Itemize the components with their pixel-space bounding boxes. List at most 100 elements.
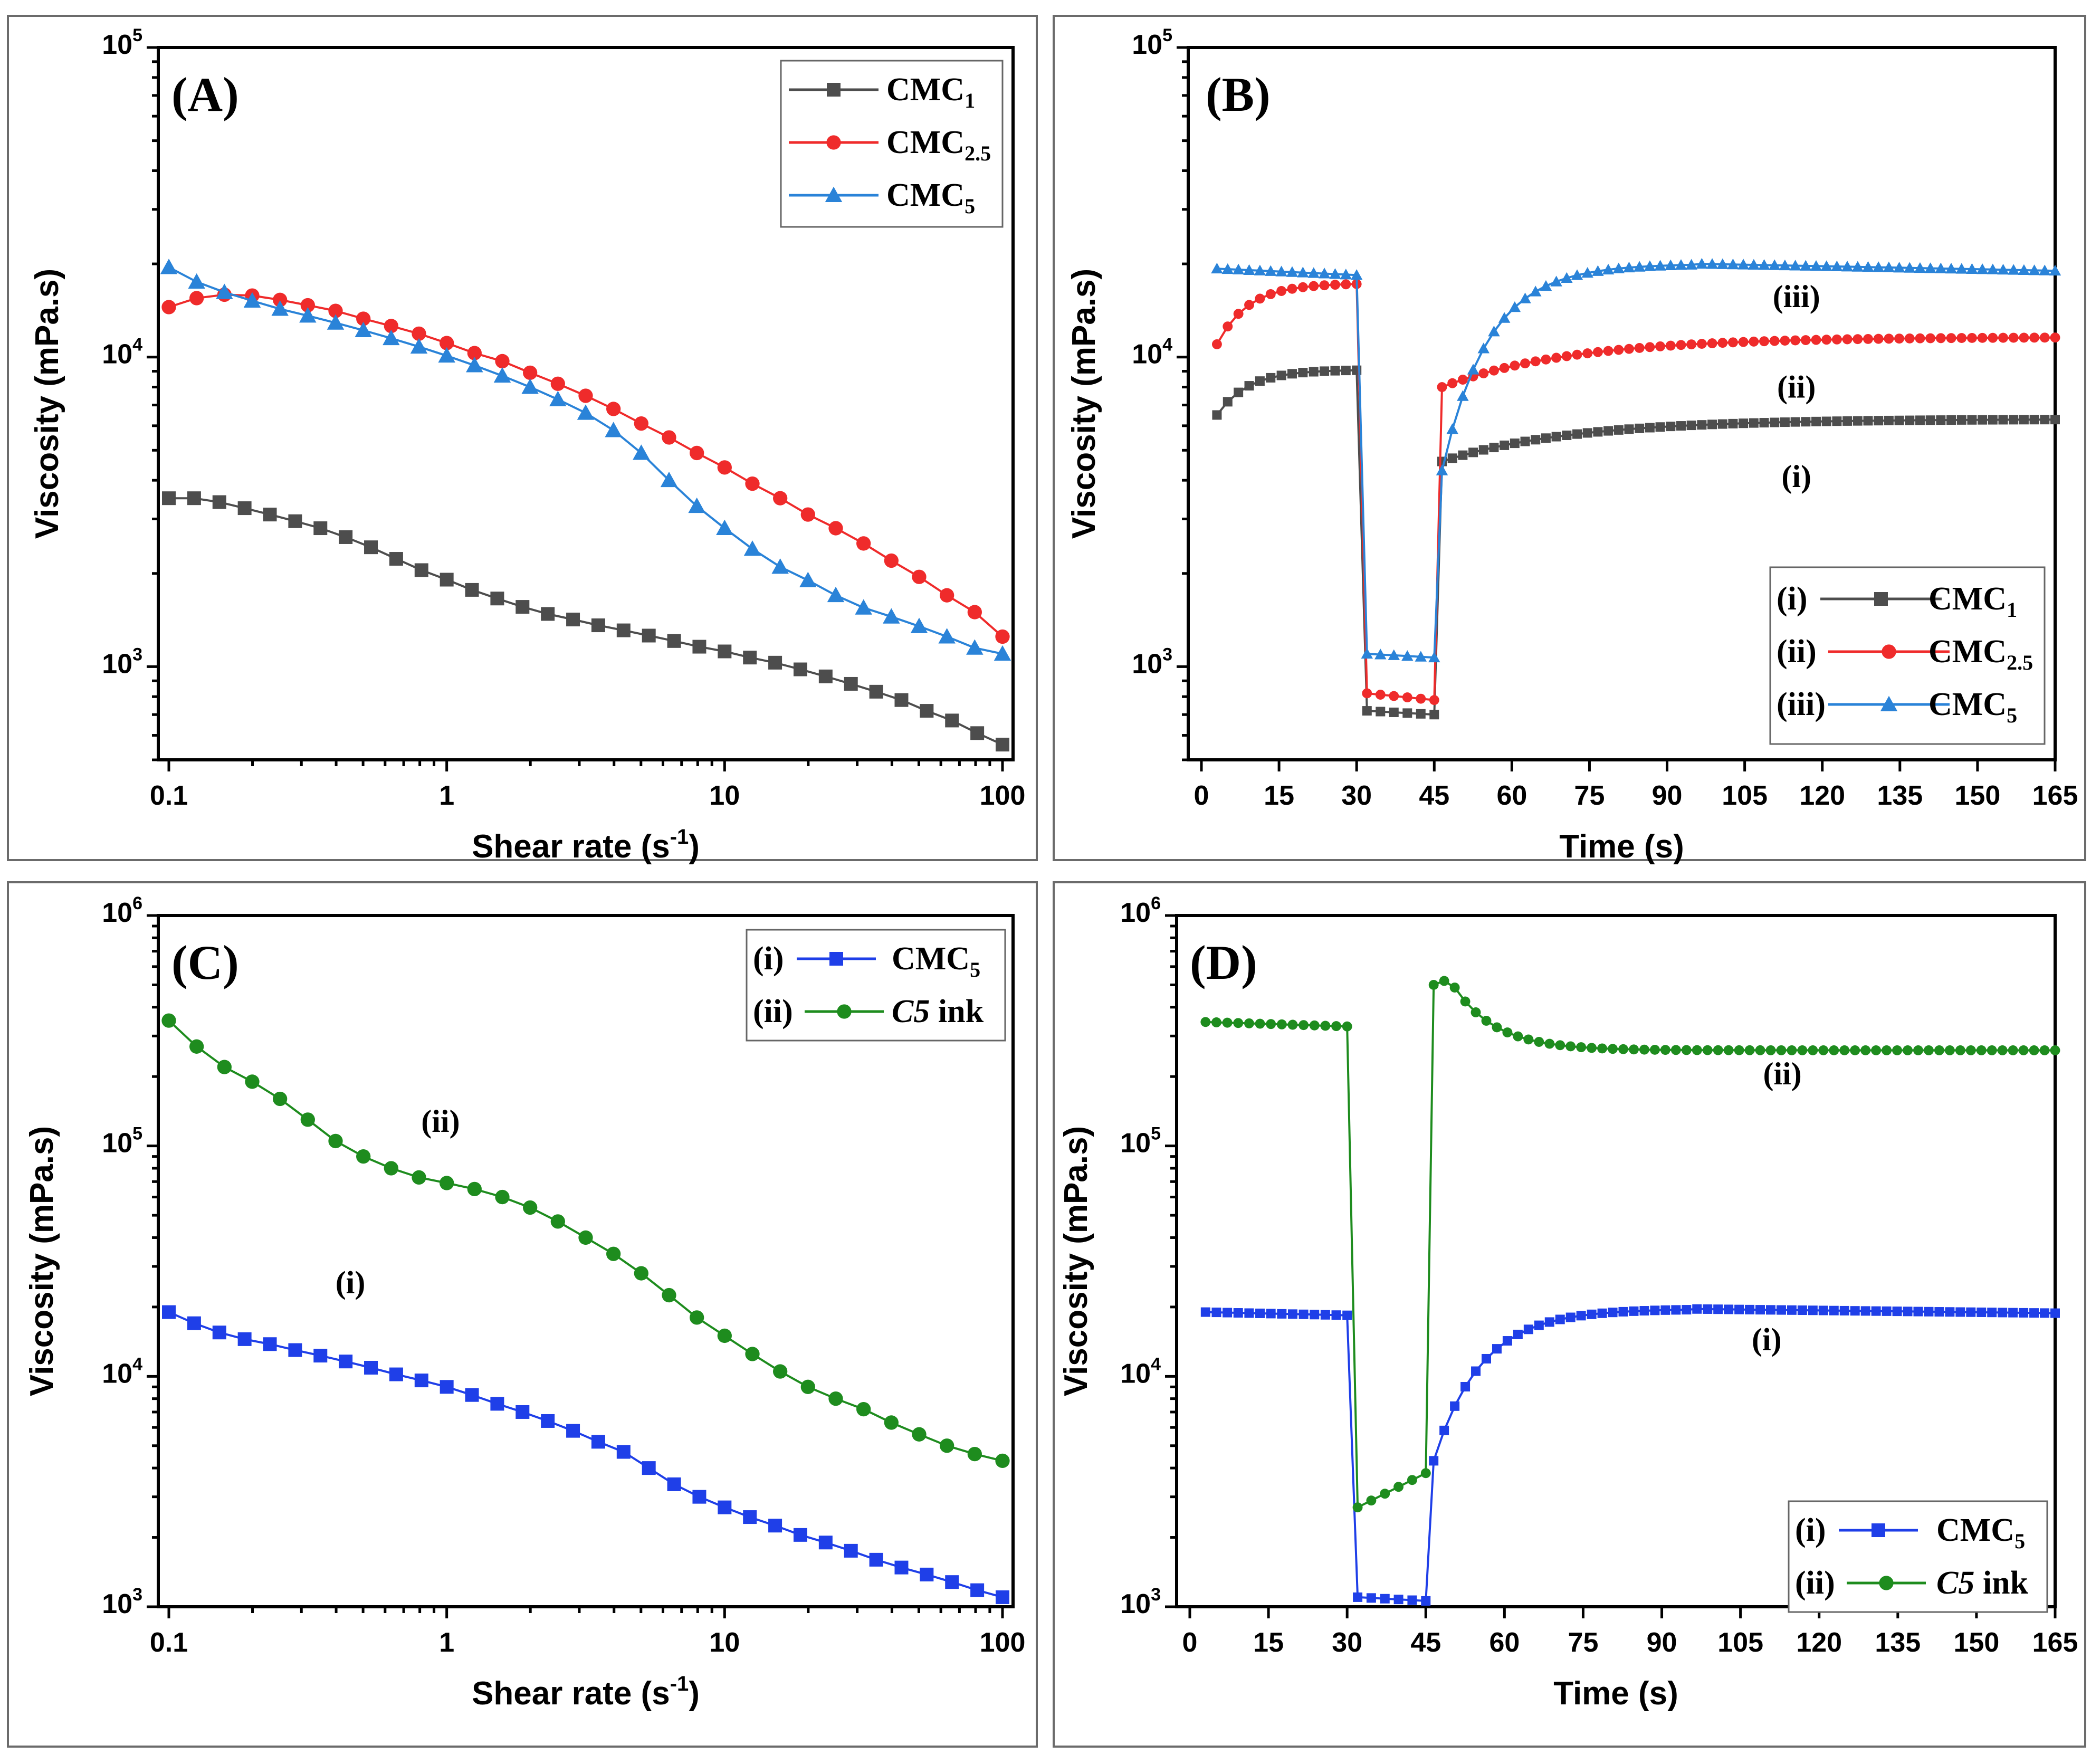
- data-point: [384, 319, 398, 333]
- data-point: [1310, 1310, 1320, 1320]
- data-point: [1850, 1306, 1860, 1316]
- data-point: [1551, 352, 1562, 363]
- legend-marker: [1882, 644, 1896, 659]
- data-point: [1544, 1038, 1555, 1049]
- x-tick-label: 75: [1568, 1627, 1599, 1658]
- data-point: [493, 367, 511, 383]
- data-point: [1437, 382, 1447, 393]
- data-point: [1211, 1308, 1221, 1318]
- data-point: [1851, 261, 1864, 272]
- data-point: [1829, 1305, 1839, 1315]
- data-point: [160, 259, 178, 274]
- data-point: [1467, 364, 1479, 375]
- x-tick-label: 30: [1332, 1627, 1362, 1658]
- data-point: [1820, 260, 1832, 271]
- data-point: [1946, 415, 1956, 425]
- data-point: [1402, 692, 1412, 703]
- data-point: [1675, 259, 1687, 270]
- series-D-1: (ii): [1200, 976, 2060, 1513]
- data-point: [745, 476, 760, 491]
- data-point: [1223, 321, 1233, 332]
- data-point: [1531, 435, 1541, 445]
- data-point: [1713, 1045, 1723, 1055]
- data-point: [844, 1543, 858, 1558]
- data-point: [1801, 417, 1811, 427]
- data-point: [1765, 1045, 1776, 1055]
- data-point: [1572, 349, 1582, 360]
- data-point: [1331, 1021, 1341, 1032]
- data-point: [1629, 1306, 1639, 1316]
- data-point: [339, 1355, 353, 1369]
- data-point: [1818, 1045, 1829, 1055]
- data-point: [1965, 1045, 1976, 1055]
- legend-roman: (ii): [1795, 1565, 1835, 1601]
- data-point: [1884, 415, 1894, 425]
- data-point: [1738, 337, 1749, 347]
- series-annotation: (iii): [1773, 279, 1820, 314]
- data-point: [1439, 976, 1449, 986]
- data-point: [1944, 1045, 1955, 1055]
- data-point: [162, 491, 176, 506]
- data-point: [940, 1438, 954, 1453]
- data-point: [1582, 348, 1593, 359]
- y-tick-label: 106: [102, 893, 142, 928]
- data-point: [828, 1391, 843, 1406]
- data-point: [414, 563, 428, 577]
- data-point: [1748, 259, 1760, 270]
- data-point: [869, 684, 883, 699]
- y-axis-title: Viscosity (mPa.s): [29, 269, 65, 539]
- data-point: [1613, 345, 1624, 355]
- data-point: [1244, 300, 1254, 310]
- data-point: [1749, 418, 1759, 428]
- data-point: [1447, 453, 1457, 463]
- data-point: [1439, 1425, 1449, 1435]
- data-point: [1460, 1381, 1471, 1391]
- legend-label: C5 ink: [1936, 1565, 2029, 1601]
- data-point: [440, 1176, 454, 1190]
- data-point: [212, 495, 226, 509]
- data-point: [1873, 333, 1884, 344]
- data-point: [945, 1575, 959, 1589]
- data-point: [591, 618, 605, 633]
- data-point: [2039, 332, 2050, 343]
- data-point: [793, 662, 807, 676]
- data-point: [1915, 333, 1925, 344]
- data-point: [1997, 263, 2009, 275]
- data-point: [237, 501, 252, 516]
- data-point: [1697, 420, 1707, 430]
- data-point: [1966, 263, 1978, 274]
- data-point: [1510, 438, 1520, 449]
- panel-label: (A): [171, 68, 239, 121]
- x-tick-label: 60: [1489, 1627, 1520, 1658]
- data-point: [2029, 332, 2040, 343]
- data-point: [920, 1567, 934, 1581]
- legend-marker: [825, 186, 843, 202]
- data-point: [616, 1445, 631, 1459]
- data-point: [690, 445, 704, 461]
- data-point: [355, 321, 372, 338]
- data-point: [1211, 1017, 1221, 1027]
- data-point: [300, 1112, 315, 1127]
- data-point: [1446, 423, 1458, 434]
- data-point: [1821, 416, 1831, 426]
- data-point: [967, 1446, 982, 1462]
- data-point: [1811, 335, 1821, 345]
- data-point: [1612, 262, 1625, 273]
- data-point: [389, 552, 403, 566]
- data-point: [1787, 1305, 1797, 1315]
- data-point: [1534, 1320, 1544, 1330]
- data-point: [1976, 1045, 1987, 1055]
- data-point: [1629, 1044, 1639, 1055]
- data-point: [187, 491, 201, 506]
- data-point: [1287, 283, 1297, 294]
- x-tick-label: 15: [1253, 1627, 1284, 1658]
- data-point: [1342, 1021, 1352, 1032]
- data-point: [1670, 1045, 1681, 1055]
- data-point: [1692, 1304, 1702, 1314]
- data-point: [1686, 421, 1696, 431]
- data-point: [412, 326, 426, 341]
- data-point: [1894, 415, 1904, 425]
- x-axis-title: Time (s): [1559, 828, 1684, 865]
- data-point: [328, 303, 343, 318]
- data-point: [490, 592, 504, 606]
